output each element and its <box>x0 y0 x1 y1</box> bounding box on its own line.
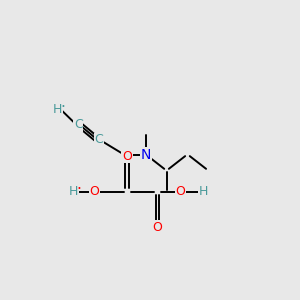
Text: O: O <box>176 185 185 198</box>
Text: ·: · <box>60 100 65 115</box>
Text: H: H <box>52 103 62 116</box>
Text: H: H <box>69 185 78 198</box>
Text: N: N <box>140 148 151 162</box>
Text: O: O <box>122 150 132 163</box>
Text: C: C <box>95 134 103 146</box>
Text: O: O <box>152 221 162 234</box>
Text: O: O <box>89 185 99 198</box>
Text: H: H <box>199 185 208 198</box>
Text: ·: · <box>76 182 81 197</box>
Text: C: C <box>74 118 82 131</box>
